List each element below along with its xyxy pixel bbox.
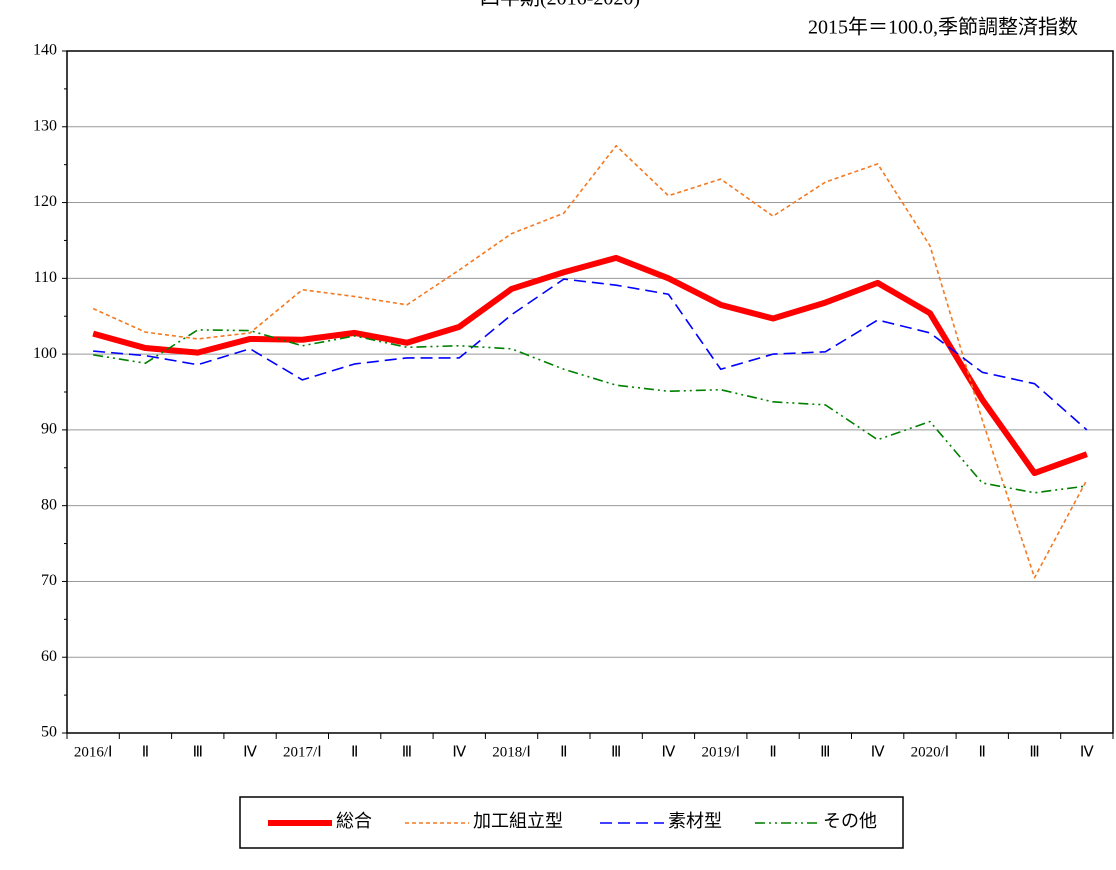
y-tick-label: 80 <box>41 496 57 513</box>
x-tick-label: 2018/Ⅰ <box>492 744 531 760</box>
y-tick-label: 110 <box>34 269 57 286</box>
chart-title: 四半期(2016-2020) <box>480 0 640 10</box>
legend-label: 加工組立型 <box>473 811 563 831</box>
x-tick-label: 2019/Ⅰ <box>701 744 740 760</box>
x-tick-label: Ⅱ <box>351 744 358 760</box>
x-tick-label: Ⅱ <box>142 744 149 760</box>
legend-box <box>239 796 904 849</box>
legend-label: その他 <box>823 811 877 831</box>
x-tick-label: 2016/Ⅰ <box>74 744 113 760</box>
series-line <box>93 278 1088 431</box>
y-tick-label: 50 <box>41 724 57 741</box>
y-tick-label: 120 <box>33 193 57 210</box>
x-tick-label: Ⅳ <box>662 744 676 760</box>
y-tick-label: 70 <box>41 572 57 589</box>
chart-subtitle: 2015年＝100.0,季節調整済指数 <box>808 16 1078 39</box>
x-tick-label: Ⅲ <box>402 744 412 760</box>
y-tick-label: 130 <box>33 117 57 134</box>
x-tick-label: 2020/Ⅰ <box>911 744 950 760</box>
legend-label: 総合 <box>336 811 372 831</box>
series-line <box>92 144 1088 579</box>
y-tick-label: 100 <box>33 345 57 362</box>
x-tick-label: Ⅳ <box>1080 744 1094 760</box>
x-tick-label: Ⅱ <box>769 744 776 760</box>
y-tick-label: 90 <box>41 421 57 438</box>
series-line <box>92 254 1088 477</box>
x-tick-label: Ⅳ <box>452 744 466 760</box>
x-tick-label: 2017/Ⅰ <box>283 744 322 760</box>
plot-border <box>66 50 1114 734</box>
x-tick-label: Ⅲ <box>1029 744 1039 760</box>
legend-label: 素材型 <box>668 811 722 831</box>
series-line <box>93 329 1087 494</box>
x-tick-label: Ⅲ <box>611 744 621 760</box>
y-tick-label: 140 <box>33 42 57 59</box>
x-tick-label: Ⅲ <box>193 744 203 760</box>
x-tick-label: Ⅳ <box>871 744 885 760</box>
x-tick-label: Ⅳ <box>243 744 257 760</box>
x-tick-label: Ⅲ <box>820 744 830 760</box>
y-tick-label: 60 <box>41 648 57 665</box>
x-tick-label: Ⅱ <box>560 744 567 760</box>
x-tick-label: Ⅱ <box>979 744 986 760</box>
